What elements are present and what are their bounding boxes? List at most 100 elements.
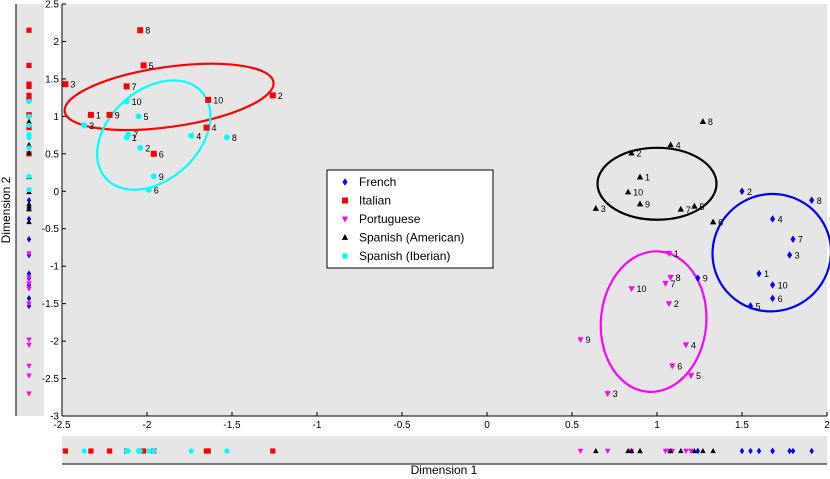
data-points: 1234567891012345678910123456789101234567… bbox=[62, 26, 822, 399]
y-tick-label: -1.5 bbox=[42, 299, 60, 310]
spanish-american-x-rug-mark bbox=[637, 448, 643, 454]
y-tick-label: -0.5 bbox=[42, 224, 60, 235]
italian-y-rug-mark bbox=[26, 83, 32, 89]
italian-point-label: 9 bbox=[115, 110, 120, 120]
french-x-rug-mark bbox=[756, 447, 762, 455]
spanish-iberian-point-label: 2 bbox=[145, 143, 150, 153]
french-point bbox=[770, 281, 776, 289]
spanish-iberian-legend-marker bbox=[342, 253, 348, 259]
portuguese-x-rug-mark bbox=[604, 448, 611, 454]
x-tick-label: -1.5 bbox=[223, 420, 241, 431]
portuguese-point-label: 6 bbox=[677, 361, 682, 371]
italian-point bbox=[203, 124, 210, 131]
portuguese-point bbox=[687, 373, 695, 379]
french-point bbox=[747, 302, 754, 310]
x-tick-label: -2 bbox=[143, 420, 152, 431]
spanish-american-y-rug-mark bbox=[26, 218, 32, 225]
portuguese-x-rug-mark bbox=[688, 448, 694, 454]
y-tick-label: 1.5 bbox=[45, 74, 59, 85]
portuguese-point-label: 8 bbox=[676, 273, 681, 283]
spanish-iberian-point bbox=[125, 131, 132, 138]
portuguese-point bbox=[628, 286, 635, 293]
portuguese-y-rug-mark bbox=[26, 363, 32, 369]
spanish-iberian-x-rug-mark bbox=[151, 448, 157, 454]
spanish-iberian-y-rug-mark bbox=[26, 173, 32, 179]
spanish-iberian-point bbox=[145, 186, 152, 193]
french-point-label: 1 bbox=[764, 269, 769, 279]
italian-point-label: 6 bbox=[159, 149, 164, 159]
y-tick-label: 2.5 bbox=[45, 0, 59, 11]
portuguese-y-rug-mark bbox=[26, 251, 32, 257]
french-x-rug-mark bbox=[770, 447, 775, 455]
portuguese-x-rug-mark bbox=[577, 448, 584, 454]
portuguese-point-label: 7 bbox=[671, 279, 676, 289]
french-legend-label: French bbox=[359, 175, 396, 189]
spanish-american-y-rug-mark bbox=[26, 118, 32, 124]
spanish-american-point bbox=[624, 188, 632, 195]
spanish-iberian-y-rug-mark bbox=[26, 113, 32, 119]
french-point bbox=[756, 269, 762, 278]
french-point bbox=[787, 251, 793, 259]
french-point-label: 6 bbox=[778, 294, 783, 304]
spanish-american-point-label: 9 bbox=[645, 200, 650, 210]
spanish-iberian-point-label: 9 bbox=[159, 172, 164, 182]
french-point bbox=[809, 196, 815, 205]
spanish-iberian-y-rug-mark bbox=[26, 145, 32, 151]
spanish-american-x-rug-mark bbox=[700, 448, 706, 454]
x-tick-label: 0 bbox=[484, 420, 490, 431]
portuguese-point bbox=[577, 337, 584, 344]
portuguese-legend-label: Portuguese bbox=[359, 212, 421, 226]
italian-x-rug-mark bbox=[88, 448, 94, 454]
x-tick-label: 2 bbox=[824, 420, 830, 431]
italian-point bbox=[123, 83, 130, 90]
portuguese-y-rug-mark bbox=[26, 281, 32, 287]
portuguese-x-rug-mark bbox=[662, 448, 669, 454]
spanish-iberian-point-label: 1 bbox=[132, 133, 137, 143]
french-point-label: 4 bbox=[778, 214, 783, 224]
y-tick-label: -2.5 bbox=[42, 374, 60, 385]
french-x-rug-mark bbox=[787, 447, 792, 455]
x-tick-label: 1.5 bbox=[735, 420, 749, 431]
portuguese-point-label: 1 bbox=[674, 249, 679, 259]
spanish-iberian-y-rug-mark bbox=[26, 122, 32, 128]
spanish-american-x-rug-mark bbox=[710, 448, 716, 454]
portuguese-x-rug-mark bbox=[683, 448, 689, 454]
spanish-american-y-rug-mark bbox=[26, 150, 32, 156]
italian-point-label: 2 bbox=[278, 91, 283, 101]
spanish-american-ellipse bbox=[596, 146, 718, 221]
portuguese-point-label: 9 bbox=[586, 335, 591, 345]
spanish-iberian-point-label: 4 bbox=[196, 131, 201, 141]
italian-point-label: 1 bbox=[96, 110, 101, 120]
spanish-iberian-x-rug-mark bbox=[81, 448, 87, 454]
french-x-rug-mark bbox=[809, 447, 814, 455]
french-point bbox=[739, 187, 745, 196]
italian-x-rug-mark bbox=[270, 448, 276, 454]
portuguese-y-rug-mark bbox=[26, 286, 32, 292]
spanish-iberian-y-rug-mark bbox=[26, 98, 32, 104]
spanish-american-point-label: 5 bbox=[699, 202, 704, 212]
italian-x-rug-mark bbox=[141, 448, 147, 454]
y-tick-label: -2 bbox=[50, 337, 59, 348]
portuguese-y-rug-mark bbox=[26, 301, 32, 307]
y-tick-label: -3 bbox=[50, 412, 59, 423]
italian-ellipse bbox=[63, 62, 275, 132]
portuguese-point-label: 10 bbox=[637, 284, 647, 294]
spanish-american-point-label: 1 bbox=[645, 173, 650, 183]
portuguese-point bbox=[604, 391, 611, 397]
italian-point-label: 3 bbox=[70, 80, 75, 90]
french-point bbox=[790, 235, 796, 243]
spanish-american-y-rug-mark bbox=[26, 206, 32, 212]
spanish-american-point-label: 10 bbox=[633, 188, 643, 198]
spanish-iberian-point-label: 5 bbox=[144, 112, 149, 122]
italian-point bbox=[87, 111, 94, 118]
spanish-american-point-label: 4 bbox=[676, 140, 681, 150]
french-y-rug-mark bbox=[26, 235, 32, 243]
french-point-label: 5 bbox=[756, 301, 761, 311]
spanish-american-x-rug-mark bbox=[691, 448, 698, 454]
french-ellipse bbox=[711, 192, 830, 313]
spanish-iberian-point-label: 6 bbox=[154, 185, 159, 195]
italian-point-label: 7 bbox=[132, 82, 137, 92]
italian-legend-label: Italian bbox=[359, 194, 391, 208]
french-y-rug-mark bbox=[26, 270, 32, 277]
french-point-label: 3 bbox=[795, 250, 800, 260]
